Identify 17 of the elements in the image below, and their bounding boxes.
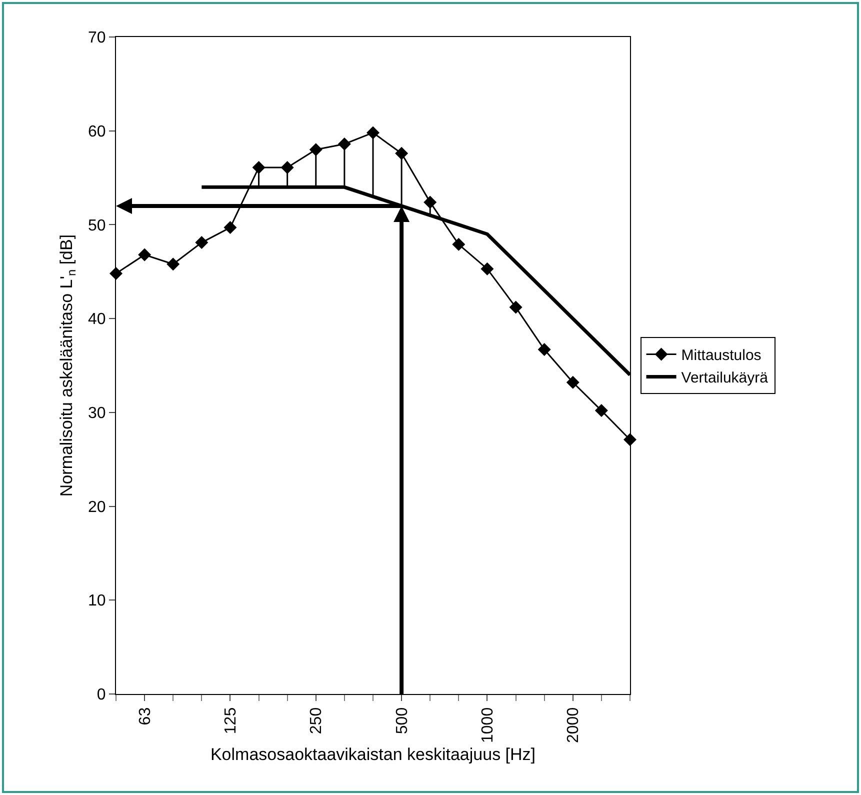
y-tick-label: 60 — [88, 123, 106, 140]
x-tick-label: 2000 — [565, 707, 582, 743]
x-tick-label: 250 — [308, 707, 326, 734]
y-tick-label: 20 — [88, 498, 106, 516]
y-tick-label: 70 — [88, 30, 106, 47]
x-tick-label: 1000 — [479, 707, 496, 743]
y-tick-label: 40 — [88, 311, 106, 328]
x-tick-label: 63 — [136, 707, 154, 726]
legend-label: Vertailukäyrä — [681, 370, 769, 387]
y-tick-label: 30 — [88, 405, 106, 422]
x-axis-title: Kolmasosaoktaavikaistan keskitaajuus [Hz] — [210, 744, 536, 764]
y-tick-label: 10 — [88, 592, 106, 610]
x-tick-label: 500 — [394, 707, 411, 734]
y-tick-label: 0 — [96, 686, 106, 704]
y-tick-label: 50 — [88, 217, 106, 234]
x-tick-label: 125 — [222, 707, 240, 734]
legend-label: Mittaustulos — [681, 347, 762, 364]
